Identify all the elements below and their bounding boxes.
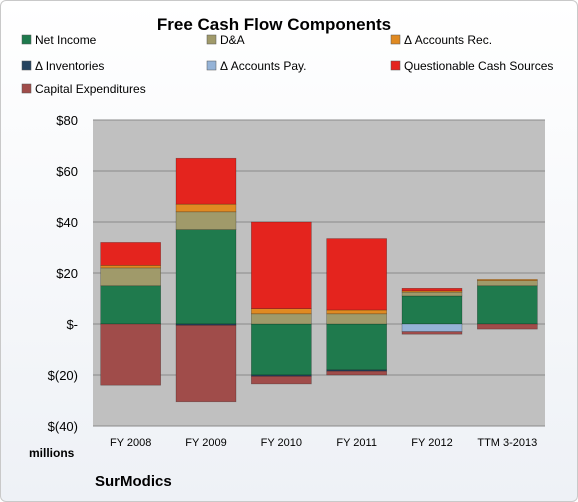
legend-item-d-a: D&A bbox=[206, 33, 245, 47]
legend-label: Capital Expenditures bbox=[35, 82, 146, 96]
bar-questionable-cash-sources-fy-2012 bbox=[401, 287, 463, 292]
bar-d-a-ttm-3-2013 bbox=[477, 280, 538, 287]
legend-swatch bbox=[390, 34, 401, 45]
chart-title: Free Cash Flow Components bbox=[157, 15, 391, 34]
legend-item-delta-accounts-pay: Δ Accounts Pay. bbox=[206, 59, 307, 73]
bar-questionable-cash-sources-fy-2008 bbox=[100, 242, 161, 266]
y-tick-label: $40 bbox=[56, 215, 78, 230]
company-name: SurModics bbox=[95, 473, 172, 490]
legend-swatch bbox=[206, 34, 217, 45]
bar-delta-accounts-rec-ttm-3-2013 bbox=[477, 279, 538, 281]
x-tick-label: FY 2011 bbox=[336, 437, 377, 449]
bar-delta-accounts-rec-fy-2012 bbox=[401, 290, 463, 293]
bar-d-a-fy-2008 bbox=[100, 267, 161, 287]
legend-item-capital-expenditures: Capital Expenditures bbox=[21, 82, 146, 96]
bar-delta-accounts-rec-fy-2011 bbox=[326, 309, 387, 315]
bar-capital-expenditures-fy-2009 bbox=[175, 324, 237, 403]
legend-item-net-income: Net Income bbox=[21, 33, 97, 47]
legend-item-delta-accounts-rec: Δ Accounts Rec. bbox=[390, 33, 492, 47]
legend-label: Δ Accounts Rec. bbox=[404, 33, 492, 47]
y-axis-ticks: $80 $60 $40 $20 $- $(20) $(40) bbox=[48, 113, 78, 434]
legend-swatch bbox=[21, 60, 32, 71]
x-tick-label: FY 2010 bbox=[261, 437, 302, 449]
legend-swatch bbox=[390, 60, 401, 71]
legend-label: Δ Inventories bbox=[35, 59, 104, 73]
bar-capital-expenditures-ttm-3-2013 bbox=[477, 323, 538, 330]
bar-net-income-fy-2009 bbox=[175, 229, 237, 325]
legend-swatch bbox=[21, 83, 32, 94]
x-tick-label: FY 2009 bbox=[185, 437, 226, 449]
bar-d-a-fy-2012 bbox=[401, 291, 463, 297]
y-tick-label: $20 bbox=[56, 266, 78, 281]
bar-net-income-ttm-3-2013 bbox=[477, 285, 538, 325]
bar-d-a-fy-2009 bbox=[175, 211, 237, 230]
bar-questionable-cash-sources-fy-2011 bbox=[326, 238, 387, 311]
y-tick-label: $(20) bbox=[48, 368, 78, 383]
bar-capital-expenditures-fy-2011 bbox=[326, 370, 387, 376]
legend-item-delta-inventories: Δ Inventories bbox=[21, 59, 104, 73]
legend-label: Net Income bbox=[35, 33, 97, 47]
gridlines bbox=[93, 119, 545, 427]
legend-label: Questionable Cash Sources bbox=[404, 59, 553, 73]
y-tick-label: $(40) bbox=[48, 419, 78, 434]
legend-item-questionable-cash-sources: Questionable Cash Sources bbox=[390, 59, 553, 73]
legend-label: D&A bbox=[220, 33, 245, 47]
x-tick-label: FY 2008 bbox=[110, 437, 151, 449]
bar-net-income-fy-2008 bbox=[100, 285, 161, 325]
x-axis-ticks: FY 2008 FY 2009 FY 2010 FY 2011 FY 2012 TTM 3… bbox=[110, 437, 537, 449]
legend-swatch bbox=[21, 34, 32, 45]
x-tick-label: TTM 3-2013 bbox=[477, 437, 537, 449]
legend: Net Income D&A Δ Accounts Rec. Δ Inventorie… bbox=[21, 33, 553, 96]
bar-net-income-fy-2010 bbox=[251, 323, 312, 376]
bar-delta-accounts-rec-fy-2010 bbox=[251, 308, 312, 315]
bar-capital-expenditures-fy-2008 bbox=[100, 323, 161, 386]
y-tick-label: $80 bbox=[56, 113, 78, 128]
bar-delta-accounts-rec-fy-2008 bbox=[100, 265, 161, 269]
bar-capital-expenditures-fy-2010 bbox=[251, 375, 312, 385]
y-tick-label: $- bbox=[66, 317, 78, 332]
bar-delta-accounts-rec-fy-2009 bbox=[175, 203, 237, 213]
bar-net-income-fy-2011 bbox=[326, 323, 387, 371]
bar-questionable-cash-sources-fy-2010 bbox=[251, 221, 312, 309]
bar-capital-expenditures-fy-2012 bbox=[401, 331, 463, 335]
unit-label: millions bbox=[29, 446, 75, 460]
bar-questionable-cash-sources-fy-2009 bbox=[175, 157, 237, 205]
legend-label: Δ Accounts Pay. bbox=[220, 59, 307, 73]
bar-delta-accounts-pay-fy-2012 bbox=[401, 323, 463, 332]
bar-d-a-fy-2010 bbox=[251, 313, 312, 325]
bar-d-a-fy-2011 bbox=[326, 313, 387, 325]
legend-swatch bbox=[206, 60, 217, 71]
bar-net-income-fy-2012 bbox=[401, 295, 463, 325]
bars bbox=[100, 157, 538, 403]
y-tick-label: $60 bbox=[56, 164, 78, 179]
x-tick-label: FY 2012 bbox=[411, 437, 452, 449]
